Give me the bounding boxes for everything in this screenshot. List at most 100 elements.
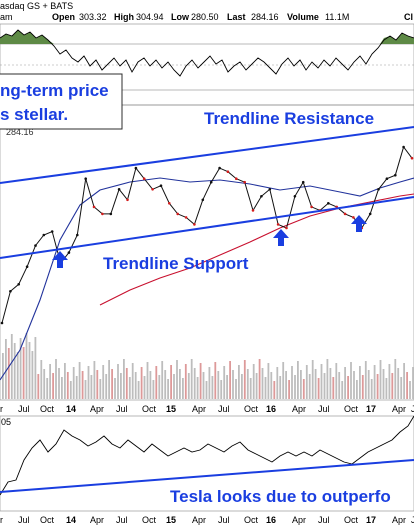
volume-bar: [140, 367, 143, 399]
x-axis-bottom: r Jul Oct 14 Apr Jul Oct 15 Apr Jul Oct 16 Apr Jul Oct…: [0, 515, 414, 525]
price-point: [76, 233, 79, 237]
moving-average-long: [99, 193, 414, 306]
last-value: 284.16: [251, 12, 279, 22]
volume-bar: [376, 374, 379, 399]
volume-bar: [120, 373, 122, 399]
volume-bar: [379, 360, 382, 399]
volume-bar: [61, 377, 63, 399]
volume-bar: [28, 342, 31, 399]
price-point: [109, 212, 113, 216]
price-point: [243, 180, 246, 184]
volume-bar: [46, 378, 49, 399]
low-label: Low: [171, 12, 190, 22]
volume-bar: [137, 381, 140, 399]
price-point: [151, 188, 154, 191]
volume-bar: [167, 379, 169, 399]
x-tick-label: Jul: [116, 404, 128, 414]
volume-bar: [255, 373, 258, 399]
callout-line-1: ng-term price: [0, 81, 109, 100]
volume-bar: [264, 377, 267, 399]
volume-bar: [258, 359, 261, 399]
x-tick-label: Apr: [292, 515, 306, 525]
volume-bar: [117, 364, 119, 399]
volume-bar: [182, 378, 184, 399]
volume-bar: [409, 381, 411, 399]
price-point: [34, 244, 37, 247]
x-tick-label: Oct: [142, 515, 157, 525]
x-tick-label: 17: [366, 515, 376, 525]
x-tick-label: 14: [66, 404, 76, 414]
volume-bar: [190, 359, 193, 399]
volume-bar: [241, 374, 243, 399]
x-tick-label: r: [0, 515, 3, 525]
volume-bar: [214, 362, 217, 399]
x-tick-label: 15: [166, 404, 176, 414]
x-tick-label: Apr: [192, 515, 206, 525]
volume-bar: [196, 377, 199, 399]
price-point: [126, 198, 129, 202]
volume-bar: [288, 380, 290, 399]
price-point: [268, 188, 272, 191]
volume-bar: [58, 368, 60, 399]
x-tick-label: Jul: [18, 515, 30, 525]
price-point: [184, 216, 188, 219]
x-tick-label: Apr: [292, 404, 306, 414]
price-point: [17, 283, 21, 286]
volume-bar: [102, 365, 105, 399]
resistance-annotation: Trendline Resistance: [204, 109, 374, 128]
volume-bar: [93, 361, 96, 399]
open-value: 303.32: [79, 12, 107, 22]
x-tick-label: 16: [266, 404, 276, 414]
header-period: am: [0, 12, 13, 22]
volume-bar: [158, 375, 161, 399]
volume-bar: [25, 333, 28, 399]
x-tick-label: r: [0, 404, 3, 414]
volume-bar: [114, 378, 116, 399]
volume-label: Volume: [287, 12, 319, 22]
last-price-label: 284.16: [6, 127, 34, 137]
indicator-level-label: 05: [1, 417, 11, 427]
support-trendline: [0, 196, 414, 259]
price-point: [276, 223, 280, 226]
volume-bar: [220, 380, 223, 399]
price-point: [193, 223, 196, 226]
volume-bar: [81, 371, 84, 399]
volume-bar: [179, 369, 181, 399]
volume-bar: [40, 360, 43, 399]
volume-bar: [397, 368, 400, 399]
volume-bar: [211, 376, 214, 399]
bottom-annotation: Tesla looks due to outperfo: [170, 487, 391, 506]
price-point: [42, 233, 46, 237]
x-tick-label: Oct: [40, 515, 55, 525]
volume-bar: [311, 360, 314, 399]
high-label: High: [114, 12, 134, 22]
volume-bar: [350, 362, 352, 399]
volume-bar: [173, 374, 175, 399]
volume-bar: [229, 361, 231, 399]
x-tick-label: 14: [66, 515, 76, 525]
price-point: [410, 156, 414, 160]
volume-bar: [326, 359, 329, 399]
volume-bar: [37, 374, 40, 399]
volume-bars: [2, 333, 414, 399]
price-point: [285, 226, 288, 230]
volume-bar: [320, 364, 323, 399]
volume-bar: [370, 379, 373, 399]
volume-bar: [403, 363, 405, 399]
volume-bar: [305, 365, 308, 399]
volume-bar: [276, 367, 279, 399]
volume-bar: [235, 379, 237, 399]
volume-bar: [128, 377, 131, 399]
x-tick-label: 15: [166, 515, 176, 525]
volume-bar: [285, 371, 287, 399]
volume-bar: [341, 381, 344, 399]
high-value: 304.94: [136, 12, 164, 22]
volume-bar: [400, 377, 403, 399]
volume-bar: [282, 362, 285, 399]
volume-bar: [184, 364, 187, 399]
volume-bar: [243, 360, 246, 399]
volume-bar: [170, 365, 172, 399]
volume-bar: [149, 371, 152, 399]
x-tick-label: Apr: [192, 404, 206, 414]
